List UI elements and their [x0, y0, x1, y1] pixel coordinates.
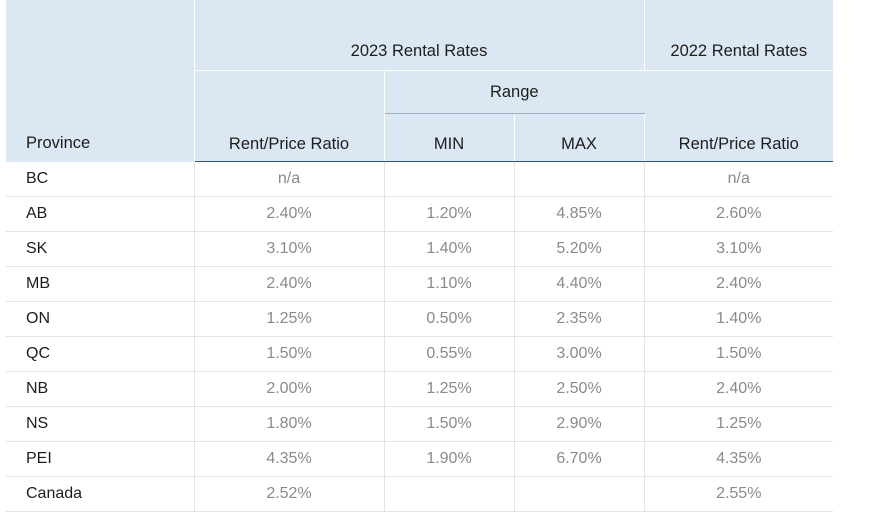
max-cell [514, 161, 645, 197]
header-spacer-2022 [644, 70, 833, 114]
rent-price-ratio-2022-header: Rent/Price Ratio [644, 113, 833, 162]
max-cell [514, 476, 645, 512]
max-cell: 2.50% [514, 371, 645, 407]
max-header: MAX [514, 113, 645, 162]
province-cell: BC [6, 161, 195, 197]
rent-price-2022-cell: n/a [644, 161, 833, 197]
province-cell: AB [6, 196, 195, 232]
province-cell: PEI [6, 441, 195, 477]
rent-price-2022-cell: 3.10% [644, 231, 833, 267]
rent-price-2022-cell: 4.35% [644, 441, 833, 477]
rent-price-2023-cell: 1.25% [194, 301, 385, 337]
rent-price-2023-cell: 2.00% [194, 371, 385, 407]
rent-price-2022-cell: 1.25% [644, 406, 833, 442]
min-cell [384, 476, 515, 512]
rent-price-ratio-2023-header: Rent/Price Ratio [194, 113, 385, 162]
rent-price-2023-cell: 2.40% [194, 266, 385, 302]
province-cell: NB [6, 371, 195, 407]
rental-rates-table-container: Province 2023 Rental Rates 2022 Rental R… [6, 0, 833, 512]
min-cell: 1.90% [384, 441, 515, 477]
table-row: NB 2.00% 1.25% 2.50% 2.40% [6, 371, 833, 407]
header-spacer-2023 [194, 70, 385, 114]
table-row: BC n/a n/a [6, 161, 833, 197]
rent-price-2023-cell: n/a [194, 161, 385, 197]
max-cell: 4.85% [514, 196, 645, 232]
rent-price-2023-cell: 3.10% [194, 231, 385, 267]
province-cell: ON [6, 301, 195, 337]
table-body: BC n/a n/a AB 2.40% 1.20% 4.85% 2.60% SK 3.10% 1.4… [6, 161, 833, 512]
table-row: ON 1.25% 0.50% 2.35% 1.40% [6, 301, 833, 337]
table-row: QC 1.50% 0.55% 3.00% 1.50% [6, 336, 833, 372]
province-cell: MB [6, 266, 195, 302]
min-cell: 1.40% [384, 231, 515, 267]
rent-price-2023-cell: 4.35% [194, 441, 385, 477]
table-row: SK 3.10% 1.40% 5.20% 3.10% [6, 231, 833, 267]
min-cell: 1.10% [384, 266, 515, 302]
table-row: MB 2.40% 1.10% 4.40% 2.40% [6, 266, 833, 302]
max-cell: 2.90% [514, 406, 645, 442]
min-cell: 0.50% [384, 301, 515, 337]
rental-rates-table: Province 2023 Rental Rates 2022 Rental R… [6, 0, 833, 512]
max-cell: 2.35% [514, 301, 645, 337]
province-cell: SK [6, 231, 195, 267]
province-header: Province [6, 0, 195, 162]
min-cell [384, 161, 515, 197]
rent-price-2022-cell: 1.50% [644, 336, 833, 372]
max-cell: 6.70% [514, 441, 645, 477]
min-cell: 1.20% [384, 196, 515, 232]
max-cell: 5.20% [514, 231, 645, 267]
table-header: Province 2023 Rental Rates 2022 Rental R… [6, 0, 833, 162]
range-header: Range [384, 70, 644, 114]
min-cell: 1.50% [384, 406, 515, 442]
rent-price-2023-cell: 2.52% [194, 476, 385, 512]
max-cell: 3.00% [514, 336, 645, 372]
rent-price-2022-cell: 2.60% [644, 196, 833, 232]
min-cell: 1.25% [384, 371, 515, 407]
table-row: AB 2.40% 1.20% 4.85% 2.60% [6, 196, 833, 232]
province-cell: QC [6, 336, 195, 372]
rent-price-2022-cell: 2.40% [644, 266, 833, 302]
group-header-2023: 2023 Rental Rates [194, 0, 645, 71]
total-row: Canada 2.52% 2.55% [6, 476, 833, 512]
min-cell: 0.55% [384, 336, 515, 372]
rent-price-2023-cell: 1.50% [194, 336, 385, 372]
rent-price-2023-cell: 1.80% [194, 406, 385, 442]
province-cell: NS [6, 406, 195, 442]
table-row: NS 1.80% 1.50% 2.90% 1.25% [6, 406, 833, 442]
rent-price-2022-cell: 1.40% [644, 301, 833, 337]
rent-price-2022-cell: 2.40% [644, 371, 833, 407]
table-row: PEI 4.35% 1.90% 6.70% 4.35% [6, 441, 833, 477]
group-header-2022: 2022 Rental Rates [644, 0, 833, 71]
max-cell: 4.40% [514, 266, 645, 302]
province-cell: Canada [6, 476, 195, 512]
min-header: MIN [384, 113, 515, 162]
rent-price-2023-cell: 2.40% [194, 196, 385, 232]
rent-price-2022-cell: 2.55% [644, 476, 833, 512]
